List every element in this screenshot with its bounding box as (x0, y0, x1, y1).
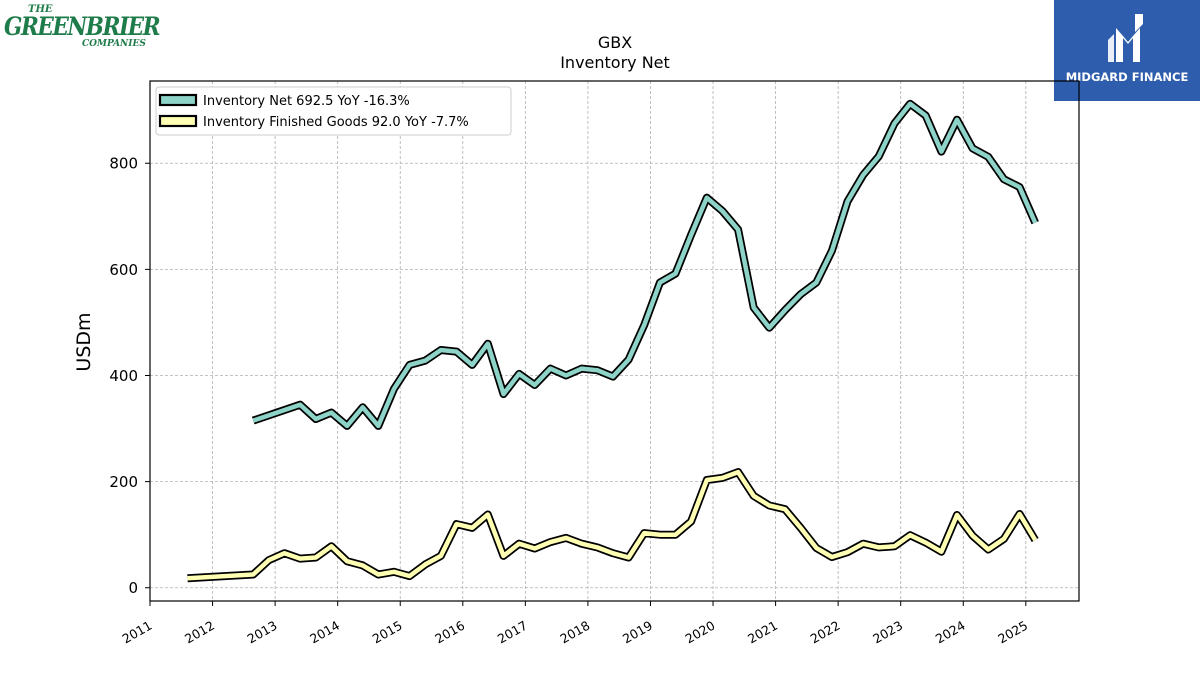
x-tick-label: 2019 (620, 618, 655, 647)
x-tick-label: 2021 (745, 618, 780, 647)
midgard-finance-logo: MIDGARD FINANCE (1054, 0, 1200, 101)
greenbrier-logo: THE GREENBRIER COMPANIES (4, 4, 161, 50)
series-outline-inventory-net (251, 99, 1039, 430)
x-tick-label: 2025 (995, 618, 1030, 647)
midgard-name: MIDGARD FINANCE (1065, 70, 1189, 84)
grid-lines (149, 81, 1079, 601)
x-tick-label: 2023 (870, 618, 905, 647)
logo-main-text: GREENBRIER (4, 12, 161, 41)
y-tick-label: 800 (109, 155, 138, 173)
x-tick-label: 2018 (557, 618, 592, 647)
x-tick-label: 2011 (119, 618, 154, 647)
legend-swatch (158, 93, 198, 107)
legend-box (155, 86, 512, 136)
x-tick-label: 2012 (182, 618, 217, 647)
y-axis-label: USDm (73, 312, 95, 371)
legend: Inventory Net 692.5 YoY -16.3% Inventory … (155, 86, 512, 136)
legend-label: Inventory Finished Goods 92.0 YoY -7.7% (203, 115, 469, 130)
x-tick-label: 2014 (307, 618, 342, 647)
logo-the-text: THE (28, 4, 53, 15)
x-tick-label: 2024 (933, 618, 968, 647)
series-outline-inventory-finished-goods (187, 468, 1039, 583)
x-tick-label: 2016 (432, 618, 467, 647)
legend-swatch (158, 114, 198, 128)
x-tick-label: 2013 (245, 618, 280, 647)
chart-subtitle: Inventory Net (560, 53, 670, 72)
y-tick-label: 600 (109, 261, 138, 279)
y-tick-label: 400 (109, 367, 138, 385)
x-tick-label: 2015 (370, 618, 405, 647)
chart-title: GBX (598, 33, 632, 52)
series-line-inventory-finished-goods (187, 469, 1038, 581)
x-tick-label: 2020 (682, 618, 717, 647)
x-tick-label: 2022 (808, 618, 843, 647)
x-tick-label: 2017 (495, 618, 530, 647)
midgard-mark-icon (1108, 14, 1143, 62)
y-tick-label: 200 (109, 473, 138, 491)
series-layer (187, 99, 1039, 583)
legend-items: Inventory Net 692.5 YoY -16.3% Inventory … (158, 93, 469, 130)
y-tick-label: 0 (128, 579, 138, 597)
logo-sub-text: COMPANIES (82, 39, 146, 49)
legend-label: Inventory Net 692.5 YoY -16.3% (203, 94, 410, 109)
plot-frame (149, 80, 1080, 602)
series-line-inventory-net (252, 101, 1038, 429)
